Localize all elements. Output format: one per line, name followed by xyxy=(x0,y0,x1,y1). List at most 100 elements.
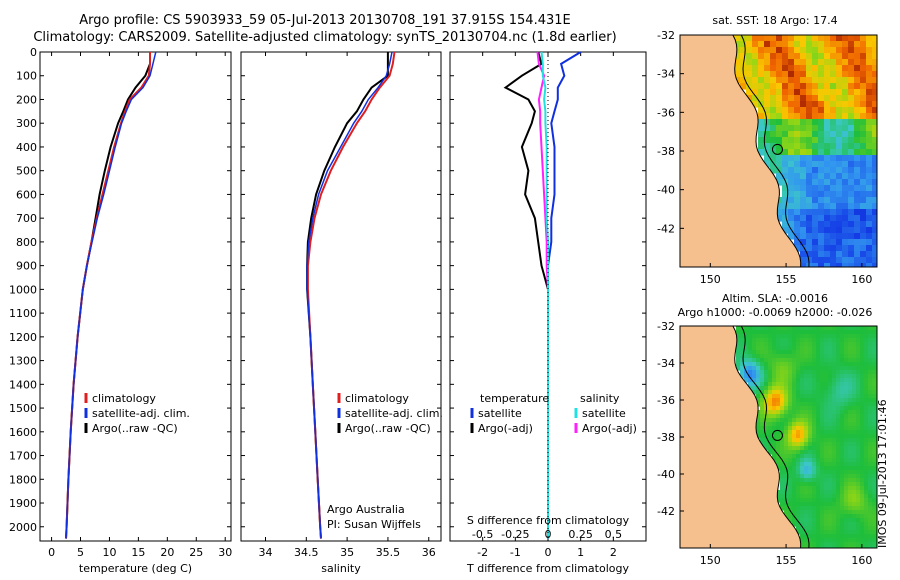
map-cell xyxy=(784,490,789,495)
map-cell xyxy=(816,366,821,371)
map-cell xyxy=(744,338,749,343)
map-cell xyxy=(824,362,829,367)
map-cell xyxy=(784,438,789,443)
map-cell xyxy=(824,466,829,471)
map-cell xyxy=(824,95,831,102)
map-cell xyxy=(852,386,857,391)
map-cell xyxy=(848,438,853,443)
map-cell xyxy=(832,442,837,447)
map-cell xyxy=(796,502,801,507)
map-cell xyxy=(820,434,825,439)
map-cell xyxy=(780,354,785,359)
map-cell xyxy=(824,113,831,120)
map-cell xyxy=(788,350,793,355)
map-cell xyxy=(780,490,785,495)
map-cell xyxy=(872,538,877,543)
map-cell xyxy=(800,410,805,415)
map-cell xyxy=(760,438,765,443)
map-cell xyxy=(832,394,837,399)
map-cell xyxy=(818,245,825,252)
map-cell xyxy=(828,470,833,475)
map-cell xyxy=(816,398,821,403)
map-cell xyxy=(804,426,809,431)
map-cell xyxy=(788,446,793,451)
map-cell xyxy=(812,125,819,132)
map-cell xyxy=(860,173,867,180)
map-cell xyxy=(854,119,861,126)
map-cell xyxy=(808,354,813,359)
map-cell xyxy=(764,53,771,60)
map-cell xyxy=(848,83,855,90)
map-cell xyxy=(866,209,873,216)
map-cell xyxy=(782,89,789,96)
map-cell xyxy=(792,430,797,435)
map-cell xyxy=(800,514,805,519)
map-cell xyxy=(800,398,805,403)
map-cell xyxy=(788,167,795,174)
map-cell xyxy=(844,546,849,548)
map-y-tick-label: -34 xyxy=(657,68,675,81)
map-cell xyxy=(854,191,861,198)
map-cell xyxy=(844,382,849,387)
map-cell xyxy=(860,458,865,463)
map-cell xyxy=(832,414,837,419)
map-cell xyxy=(794,173,801,180)
map-cell xyxy=(872,498,877,503)
map-cell xyxy=(776,113,783,120)
map-cell xyxy=(756,358,761,363)
map-cell xyxy=(856,446,861,451)
map-cell xyxy=(794,101,801,108)
map-cell xyxy=(824,350,829,355)
map-cell xyxy=(776,77,783,84)
map-cell xyxy=(844,398,849,403)
map-cell xyxy=(844,386,849,391)
map-cell xyxy=(800,538,805,543)
map-cell xyxy=(836,65,843,72)
map-cell xyxy=(828,534,833,539)
map-cell xyxy=(806,131,813,138)
map-cell xyxy=(788,330,793,335)
map-cell xyxy=(872,454,877,459)
map-cell xyxy=(860,47,867,54)
y-tick-label: 200 xyxy=(16,93,37,106)
map-cell xyxy=(792,426,797,431)
map-cell xyxy=(800,338,805,343)
map-cell xyxy=(860,490,865,495)
map-cell xyxy=(836,358,841,363)
map-cell xyxy=(844,506,849,511)
map-cell xyxy=(824,65,831,72)
map-cell xyxy=(856,522,861,527)
map-cell xyxy=(860,167,867,174)
map-cell xyxy=(772,350,777,355)
series-line-satellite-adj-clim- xyxy=(65,51,157,539)
map-cell xyxy=(872,382,877,387)
map-cell xyxy=(800,179,807,186)
map-cell xyxy=(788,438,793,443)
map-cell xyxy=(816,526,821,531)
map-cell xyxy=(796,530,801,535)
map-y-tick-label: -42 xyxy=(657,222,675,235)
x-tick-label: 34 xyxy=(258,546,272,559)
land-mass xyxy=(680,35,801,267)
map-cell xyxy=(800,426,805,431)
map-cell xyxy=(812,107,819,114)
map-cell xyxy=(828,390,833,395)
map-cell xyxy=(848,113,855,120)
map-cell xyxy=(764,59,771,66)
map-cell xyxy=(796,510,801,515)
map-cell xyxy=(832,542,837,547)
map-cell xyxy=(868,514,873,519)
map-cell xyxy=(740,77,747,84)
map-cell xyxy=(812,209,819,216)
map-cell xyxy=(818,95,825,102)
map-cell xyxy=(812,370,817,375)
map-cell xyxy=(816,522,821,527)
map-cell xyxy=(800,354,805,359)
map-cell xyxy=(740,330,745,335)
map-cell xyxy=(830,239,837,246)
map-cell xyxy=(800,89,807,96)
map-cell xyxy=(816,346,821,351)
map-cell xyxy=(848,334,853,339)
map-cell xyxy=(788,386,793,391)
map-cell xyxy=(860,534,865,539)
